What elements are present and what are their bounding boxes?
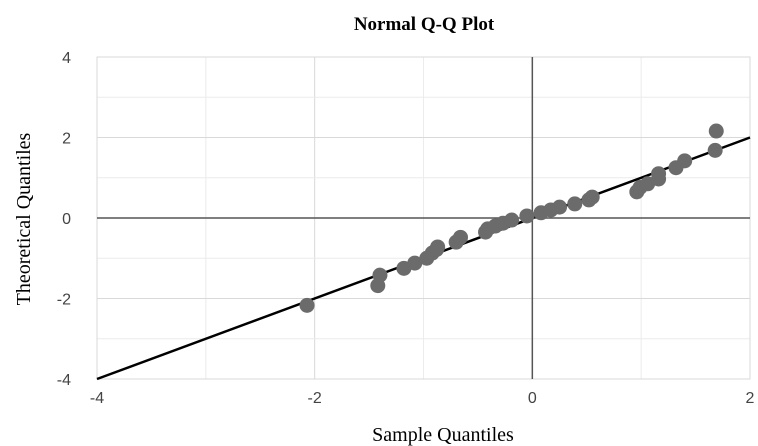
data-point <box>453 229 469 245</box>
data-point <box>567 196 583 212</box>
x-tick-label: 0 <box>528 390 537 407</box>
data-point <box>519 208 535 224</box>
y-tick-label: 0 <box>62 211 71 228</box>
data-point <box>552 199 568 215</box>
data-point <box>708 123 724 139</box>
data-point <box>707 142 723 158</box>
x-tick-label: -2 <box>308 390 322 407</box>
data-point <box>372 267 388 283</box>
data-point <box>677 153 693 169</box>
x-tick-label: 2 <box>746 390 755 407</box>
data-point <box>430 239 446 255</box>
y-tick-label: -2 <box>57 292 71 309</box>
y-tick-label: 4 <box>62 50 71 67</box>
y-tick-label: 2 <box>62 131 71 148</box>
data-point <box>584 189 600 205</box>
tick-labels: -4 -2 0 2 4 2 0 -2 -4 <box>57 50 755 407</box>
y-tick-label: -4 <box>57 372 71 389</box>
data-point <box>651 166 667 182</box>
chart-title: Normal Q-Q Plot <box>354 14 495 35</box>
data-point <box>407 255 423 271</box>
data-point <box>504 212 520 228</box>
y-axis-label: Theoretical Quantiles <box>13 132 35 305</box>
x-axis-label: Sample Quantiles <box>372 424 514 446</box>
x-tick-label: -4 <box>90 390 104 407</box>
data-point <box>299 297 315 313</box>
data-points <box>299 123 724 313</box>
